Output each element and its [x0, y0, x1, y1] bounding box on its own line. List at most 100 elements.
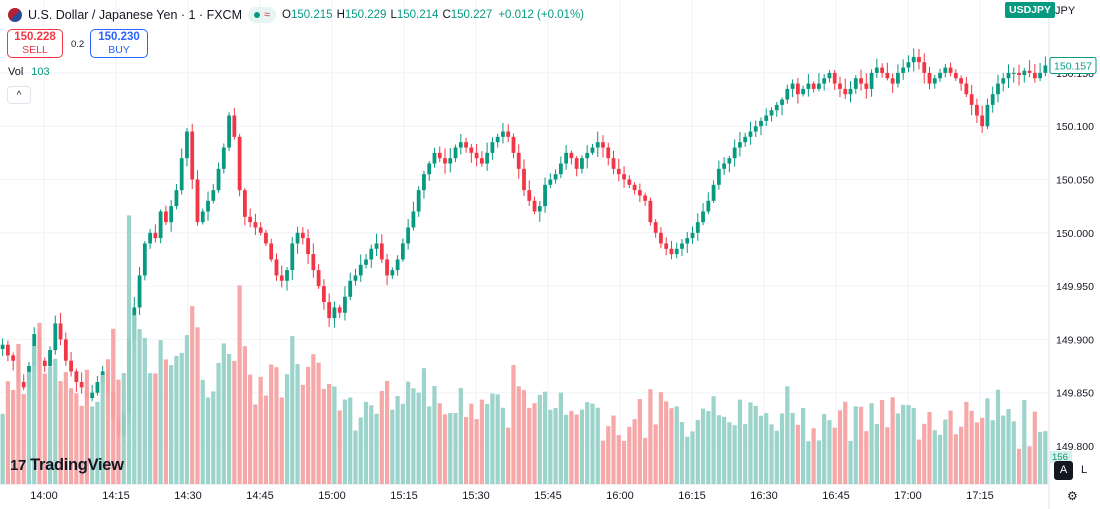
volume-bar [974, 422, 980, 484]
volume-bar [516, 386, 521, 484]
volume-bar [679, 422, 685, 484]
volume-bar [442, 414, 448, 484]
tradingview-logo[interactable]: 17 TradingView [10, 456, 124, 475]
candle-body [948, 67, 953, 73]
candle-body [537, 206, 542, 212]
candle-body [432, 152, 437, 164]
volume-bar [995, 389, 1001, 484]
candle-body [869, 72, 874, 89]
candle-body [369, 248, 374, 260]
candle-body [659, 232, 663, 244]
volume-bar [469, 403, 474, 484]
auto-scale-button[interactable]: A [1054, 461, 1073, 480]
volume-bar [621, 440, 627, 484]
volume-bar [574, 414, 579, 484]
candle-body [543, 184, 547, 207]
volume-bar [885, 427, 890, 484]
volume-bar [869, 403, 874, 484]
volume-bar [853, 406, 858, 484]
candle-body [385, 259, 389, 276]
volume-bar [643, 437, 648, 484]
candle-body [353, 275, 358, 281]
volume-bar [411, 388, 416, 484]
candle-body [458, 142, 463, 148]
settings-gear-icon[interactable]: ⚙ [1067, 489, 1078, 503]
candle-body [975, 104, 979, 116]
candle-body [743, 136, 748, 143]
candle-body [464, 142, 468, 148]
volume-bar [669, 408, 674, 484]
candle-body [690, 232, 695, 239]
volume-bar [485, 403, 490, 484]
volume-bar [848, 440, 853, 484]
time-tick-label: 15:00 [318, 490, 346, 502]
candle-body [416, 190, 421, 212]
candle-body [643, 195, 648, 201]
volume-bar [211, 391, 216, 484]
volume-bar [11, 389, 16, 484]
candle-body [411, 211, 416, 228]
volume-bar [74, 393, 79, 484]
volume-bar [458, 388, 463, 484]
candle-body [611, 158, 616, 169]
volume-bar [722, 416, 727, 484]
symbol-name[interactable]: U.S. Dollar / Japanese Yen · 1 · FXCM [28, 8, 242, 22]
time-tick-label: 17:00 [894, 490, 922, 502]
candle-body [501, 131, 505, 137]
volume-bar [169, 365, 174, 484]
candle-body [158, 211, 163, 239]
candle-body [574, 158, 579, 169]
price-tick-label: 149.900 [1056, 334, 1094, 346]
candle-body [838, 83, 842, 89]
volume-bar [542, 391, 548, 484]
candle-body [637, 190, 642, 196]
volume-bar [358, 417, 363, 484]
volume-bar [911, 407, 916, 484]
candle-body [727, 158, 732, 164]
candle-body [1011, 72, 1016, 74]
candle-body [348, 280, 353, 297]
candle-body [843, 88, 848, 95]
log-scale-button[interactable]: L [1081, 464, 1088, 476]
candle-body [896, 72, 900, 84]
candle-body [927, 72, 932, 84]
candle-body [827, 72, 832, 79]
volume-bar [937, 434, 943, 484]
candle-body [437, 152, 442, 159]
volume-bar [1022, 400, 1027, 484]
candle-body [516, 152, 521, 169]
collapse-legend-button[interactable]: ^ [7, 86, 31, 104]
time-tick-label: 15:45 [534, 490, 562, 502]
volume-bar [1043, 431, 1048, 484]
volume-bar [790, 412, 795, 484]
market-status[interactable]: ≈ [247, 7, 277, 23]
volume-bar [126, 215, 132, 484]
sell-button[interactable]: 150.228 SELL [7, 29, 63, 58]
volume-bar [953, 434, 958, 484]
candle-body [685, 238, 690, 244]
volume-bar [421, 368, 427, 484]
volume-bar [226, 353, 232, 484]
candle-body [406, 227, 411, 244]
candle-body [890, 78, 895, 84]
currency-label[interactable]: JPY [1055, 5, 1076, 17]
volume-bar [242, 346, 247, 484]
volume-bar [490, 393, 495, 484]
candle-body [290, 243, 295, 271]
volume-bar [295, 364, 300, 484]
candle-body [874, 67, 879, 73]
chevron-up-icon: ^ [16, 90, 22, 101]
volume-bar [290, 335, 295, 484]
volume-bar [253, 404, 258, 484]
volume-bar [595, 407, 600, 484]
candle-body [374, 243, 379, 249]
buy-button[interactable]: 150.230 BUY [90, 29, 148, 58]
candle-body [63, 339, 68, 361]
volume-bar [374, 413, 379, 484]
candle-body [195, 179, 200, 223]
volume-bar [843, 401, 848, 484]
candle-body [1017, 72, 1021, 76]
volume-legend[interactable]: Vol 103 [8, 66, 50, 78]
volume-bar [1011, 421, 1016, 484]
